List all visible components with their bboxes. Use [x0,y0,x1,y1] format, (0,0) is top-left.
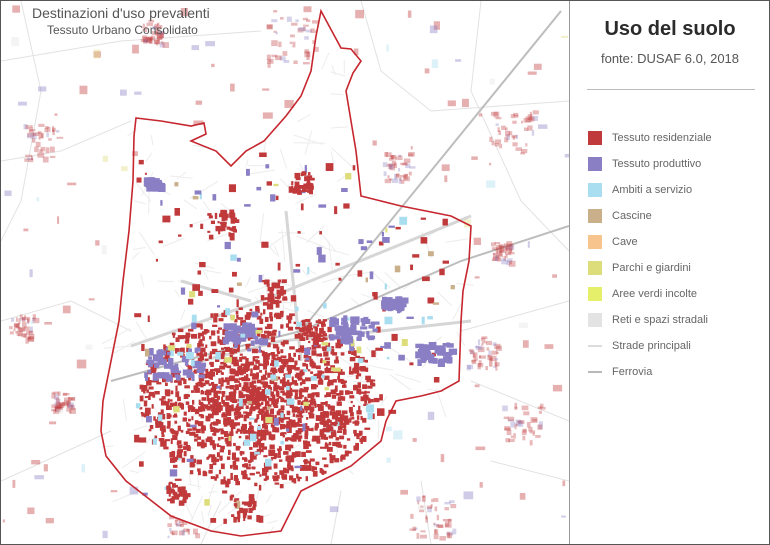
main-roads-line [588,345,602,347]
background-roads [1,1,569,544]
legend-panel: Uso del suolo fonte: DUSAF 6.0, 2018 Tes… [569,1,769,544]
parks-swatch [588,261,602,275]
legend-label: Reti e spazi stradali [612,314,708,326]
legend-label: Strade principali [612,340,691,352]
legend-label: Ferrovia [612,366,653,378]
map-canvas [1,1,569,544]
railway-line [588,371,602,373]
services-swatch [588,183,602,197]
road-areas-swatch [588,313,602,327]
map-subtitle: Tessuto Urbano Consolidato [47,23,198,37]
legend-label: Cascine [612,210,652,222]
legend-label: Cave [612,236,638,248]
residential-swatch [588,131,602,145]
legend-label: Tessuto produttivo [612,158,702,170]
municipal-boundary [100,8,472,537]
data-source: fonte: DUSAF 6.0, 2018 [600,51,740,66]
legend-label: Aree verdi incolte [612,288,697,300]
land-use-map[interactable]: Destinazioni d'uso prevalenti Tessuto Ur… [1,1,569,544]
legend-title: Uso del suolo [604,18,736,40]
surrounding-land-use [2,5,569,541]
legend-label: Tessuto residenziale [612,132,712,144]
legend-label: Parchi e giardini [612,262,691,274]
legend-label: Ambiti a servizio [612,184,693,196]
farmsteads-swatch [588,209,602,223]
productive-swatch [588,157,602,171]
uncultivated-swatch [588,287,602,301]
map-title: Destinazioni d'uso prevalenti [32,5,210,21]
map-title-block: Destinazioni d'uso prevalenti Tessuto Ur… [32,5,210,37]
municipal-land-use [134,152,458,524]
divider [587,89,755,90]
quarries-swatch [588,235,602,249]
